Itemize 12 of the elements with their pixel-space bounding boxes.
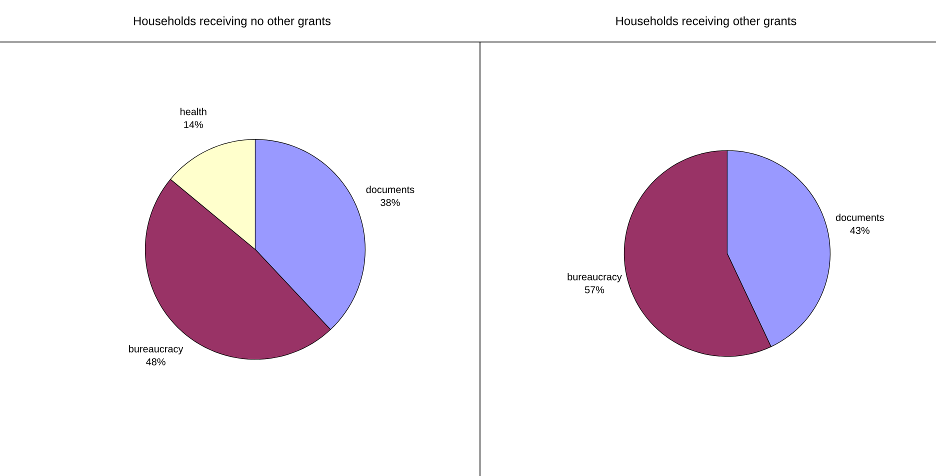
data-label: 48% — [146, 358, 166, 366]
slice-label: health — [180, 108, 206, 116]
slice-label: bureaucracy — [129, 345, 184, 354]
chart-title: Households receiving other grants — [616, 16, 796, 28]
data-label: 57% — [584, 286, 604, 294]
chart-title: Households receiving no other grants — [134, 16, 331, 28]
slice-label: documents — [366, 186, 414, 194]
data-label: 38% — [380, 199, 400, 206]
data-label: 14% — [184, 121, 204, 128]
slice-label: documents — [836, 214, 884, 222]
data-label: 43% — [850, 226, 870, 234]
slice-label: bureaucracy — [568, 273, 622, 282]
